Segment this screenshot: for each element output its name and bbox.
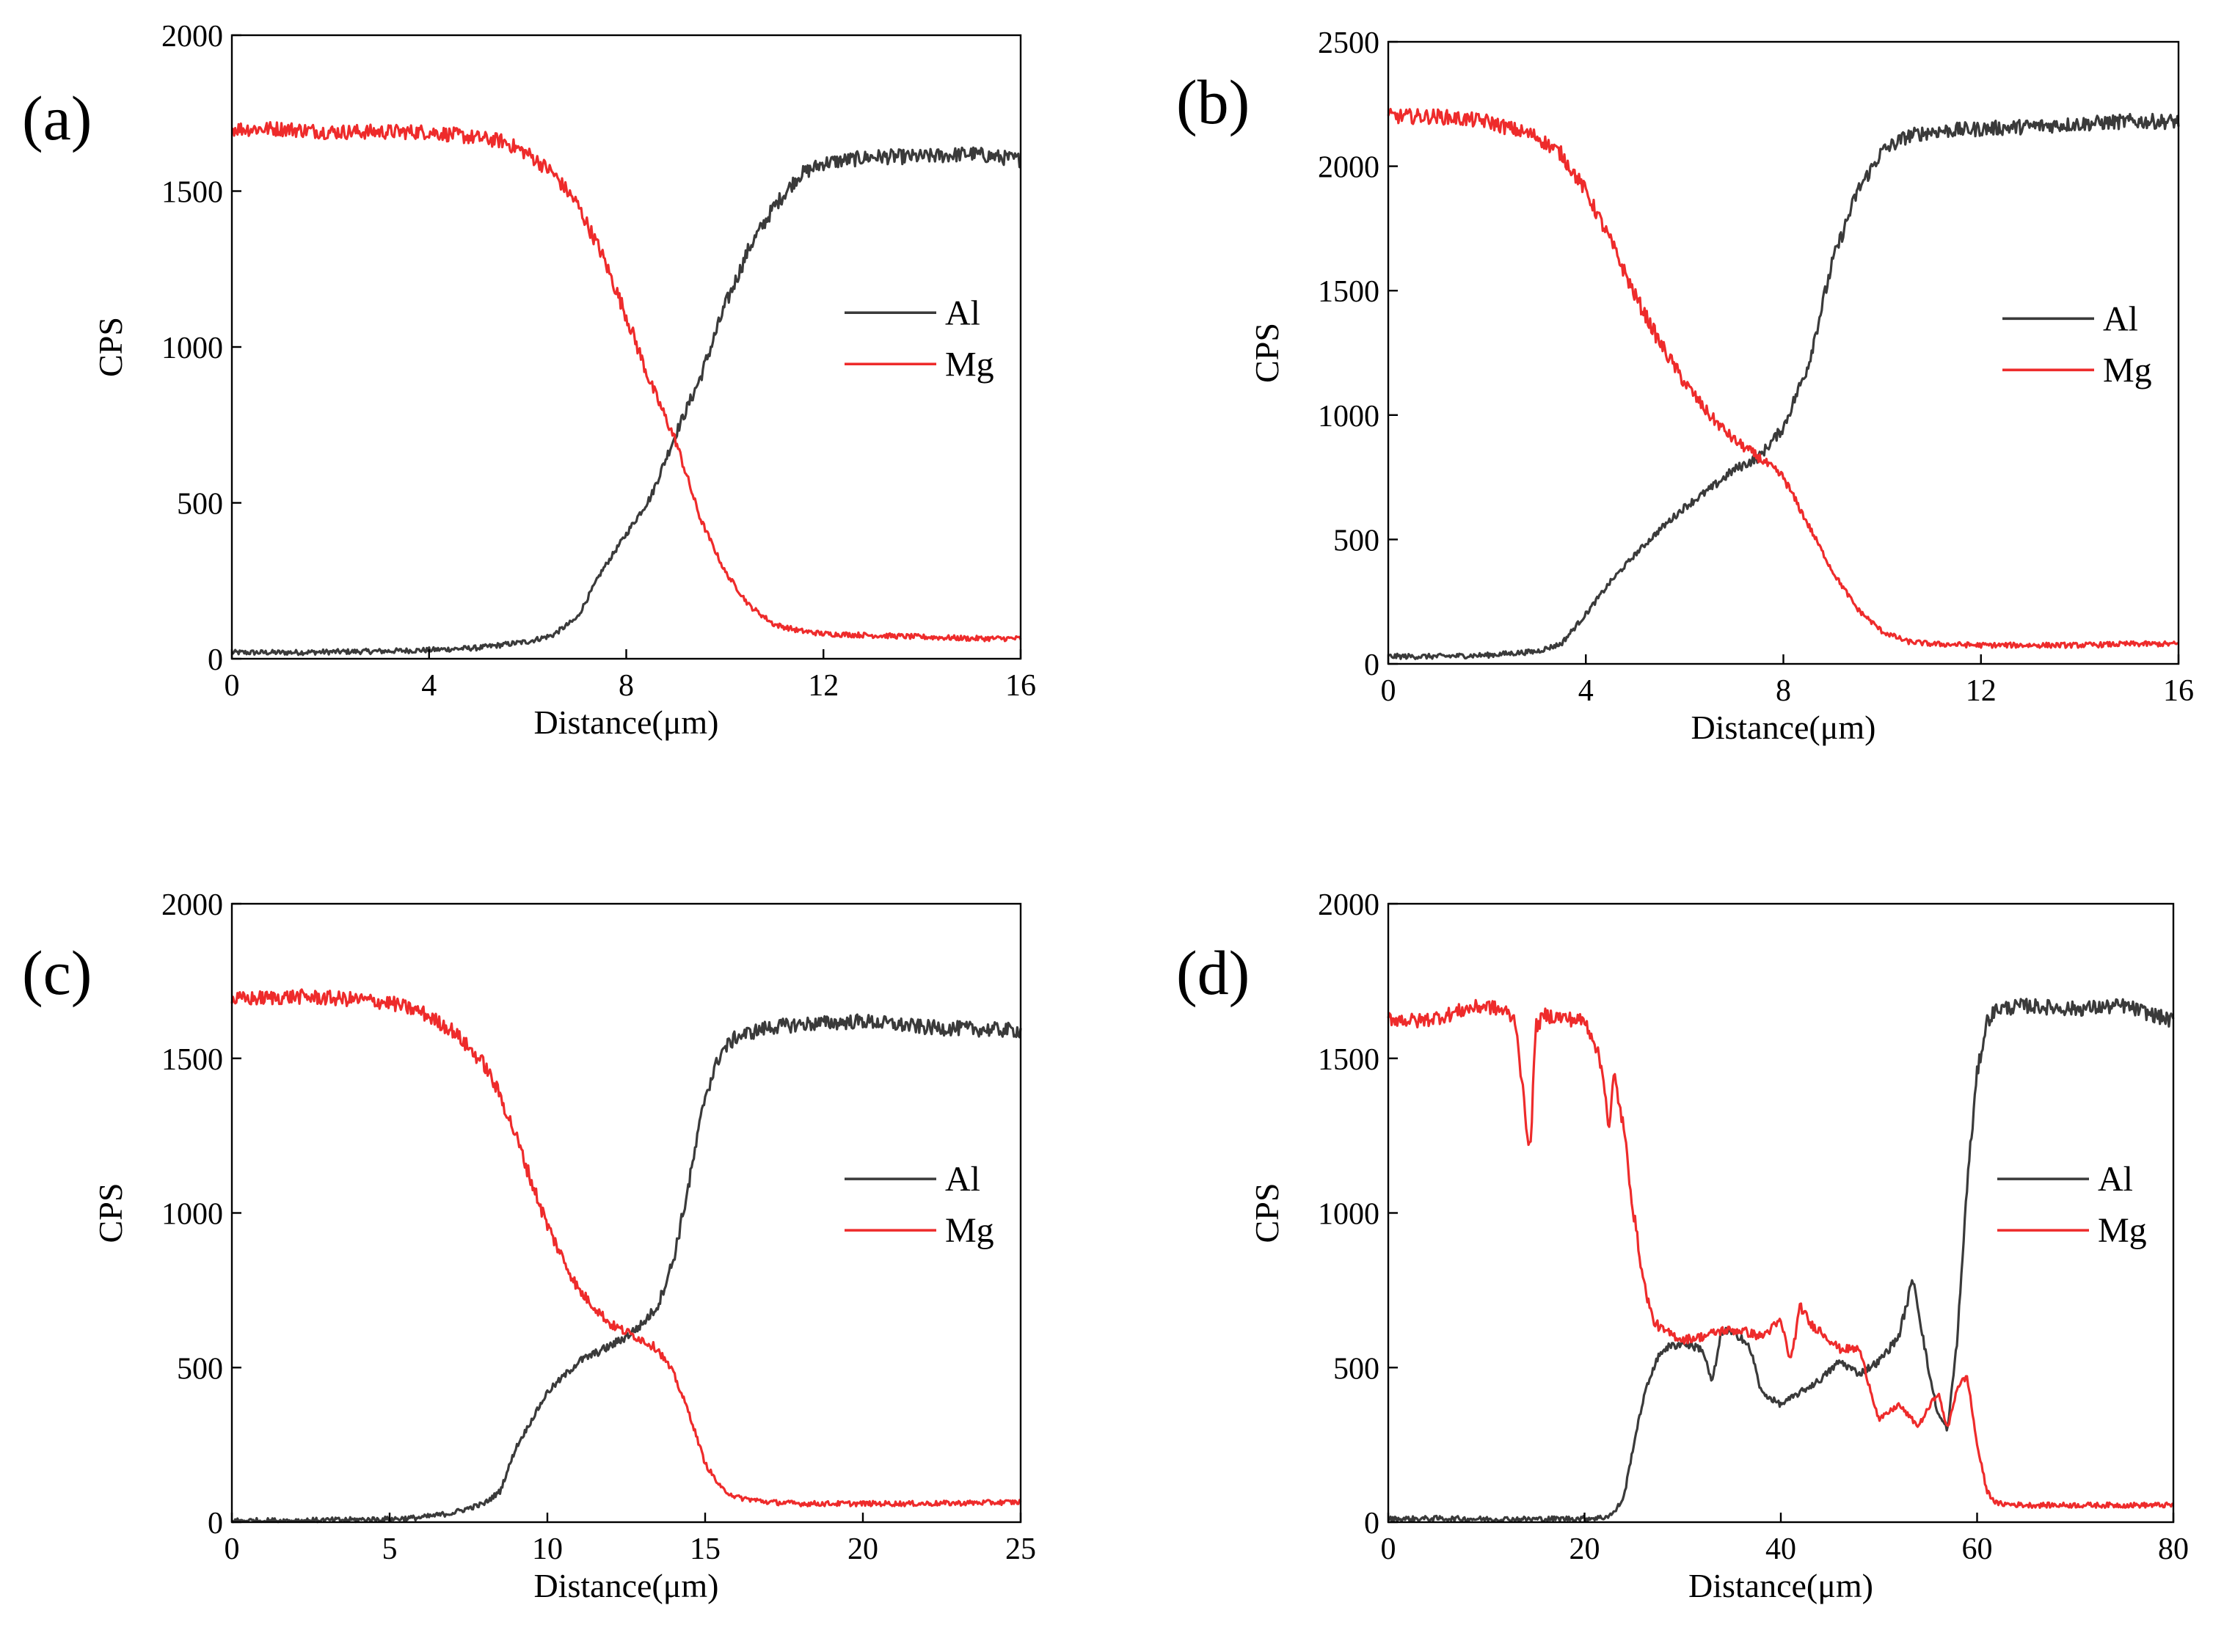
x-axis-title: Distance(μm) xyxy=(533,1567,718,1604)
x-tick-label: 12 xyxy=(808,669,839,703)
x-tick-label: 25 xyxy=(1005,1532,1036,1566)
panel-label: (a) xyxy=(22,83,92,153)
x-tick-label: 0 xyxy=(1381,1532,1396,1566)
series-line-al xyxy=(230,1013,1022,1524)
y-tick-label: 2000 xyxy=(161,888,223,922)
legend-label-al: Al xyxy=(945,293,980,332)
y-tick-label: 1000 xyxy=(1318,400,1379,434)
plot-frame xyxy=(1387,902,2175,1524)
y-tick-label: 500 xyxy=(177,1352,223,1386)
chart-panel-2: 0 4 8 12 16 0 500 1000 1500 2000 2500 Distance(μm) C… xyxy=(1176,26,2194,746)
series-line-mg xyxy=(231,121,1022,643)
y-tick-label: 1500 xyxy=(1318,1043,1379,1077)
chart-panel-4: 0 20 40 60 80 0 500 1000 1500 2000 Distance(μm) CPS… xyxy=(1176,888,2189,1604)
y-axis-title: CPS xyxy=(92,1183,129,1243)
y-tick-label: 1500 xyxy=(161,1043,223,1077)
x-tick-label: 60 xyxy=(1962,1532,1993,1566)
series-line-al xyxy=(1387,998,2175,1523)
legend-label-mg: Mg xyxy=(945,1211,994,1250)
x-tick-label: 5 xyxy=(382,1532,398,1566)
panel-label: (d) xyxy=(1176,938,1250,1008)
y-tick-label: 1000 xyxy=(1318,1198,1379,1232)
panel-label: (b) xyxy=(1176,67,1250,137)
series-line-al xyxy=(1388,112,2180,660)
y-tick-label: 500 xyxy=(1333,1352,1379,1386)
chart-panel-3: 0 5 10 15 20 25 0 500 1000 1500 2000 Distance(μm) CP… xyxy=(22,888,1036,1604)
series-line-al xyxy=(230,146,1021,657)
x-axis-title: Distance(μm) xyxy=(1691,709,1875,746)
x-tick-label: 16 xyxy=(1005,669,1036,703)
x-tick-label: 20 xyxy=(847,1532,878,1566)
y-axis-title: CPS xyxy=(1248,323,1286,383)
y-tick-label: 2000 xyxy=(1318,888,1379,922)
y-tick-label: 2500 xyxy=(1318,26,1379,60)
y-tick-label: 0 xyxy=(1364,1507,1379,1540)
legend-label-al: Al xyxy=(2103,299,2138,338)
legend-label-mg: Mg xyxy=(2098,1211,2147,1250)
series-line-mg xyxy=(1387,998,2174,1509)
y-tick-label: 2000 xyxy=(161,20,223,54)
x-tick-label: 4 xyxy=(1578,674,1594,708)
legend-label-al: Al xyxy=(945,1160,980,1199)
chart-panel-1: 0 4 8 12 16 0 500 1000 1500 2000 Distance(μm) CPS (a… xyxy=(22,20,1036,741)
legend-label-mg: Mg xyxy=(2103,351,2152,390)
legend-label-mg: Mg xyxy=(945,345,994,384)
x-tick-label: 40 xyxy=(1765,1532,1796,1566)
x-tick-label: 10 xyxy=(532,1532,563,1566)
x-tick-label: 12 xyxy=(1966,674,1997,708)
y-axis-title: CPS xyxy=(1248,1183,1286,1243)
y-tick-label: 1000 xyxy=(161,1198,223,1232)
x-tick-label: 15 xyxy=(690,1532,721,1566)
legend-label-al: Al xyxy=(2098,1160,2133,1199)
y-tick-label: 1500 xyxy=(161,176,223,210)
x-tick-label: 80 xyxy=(2158,1532,2189,1566)
x-tick-label: 0 xyxy=(1381,674,1396,708)
x-tick-label: 8 xyxy=(619,669,634,703)
x-tick-label: 0 xyxy=(225,1532,240,1566)
y-tick-label: 500 xyxy=(177,488,223,522)
y-tick-label: 2000 xyxy=(1318,151,1379,185)
plot-frame xyxy=(1387,40,2180,665)
y-tick-label: 1000 xyxy=(161,332,223,365)
x-tick-label: 16 xyxy=(2163,674,2194,708)
x-tick-label: 0 xyxy=(225,669,240,703)
series-line-mg xyxy=(230,988,1022,1507)
x-tick-label: 8 xyxy=(1776,674,1791,708)
y-tick-label: 500 xyxy=(1333,524,1379,558)
x-axis-title: Distance(μm) xyxy=(533,703,718,741)
y-axis-title: CPS xyxy=(92,317,129,377)
panel-label: (c) xyxy=(22,938,92,1008)
y-tick-label: 1500 xyxy=(1318,275,1379,309)
series-line-mg xyxy=(1387,108,2179,649)
y-tick-label: 0 xyxy=(1364,648,1379,682)
x-axis-title: Distance(μm) xyxy=(1688,1567,1873,1604)
y-tick-label: 0 xyxy=(208,643,223,677)
x-tick-label: 4 xyxy=(421,669,437,703)
y-tick-label: 0 xyxy=(208,1507,223,1540)
x-tick-label: 20 xyxy=(1569,1532,1600,1566)
